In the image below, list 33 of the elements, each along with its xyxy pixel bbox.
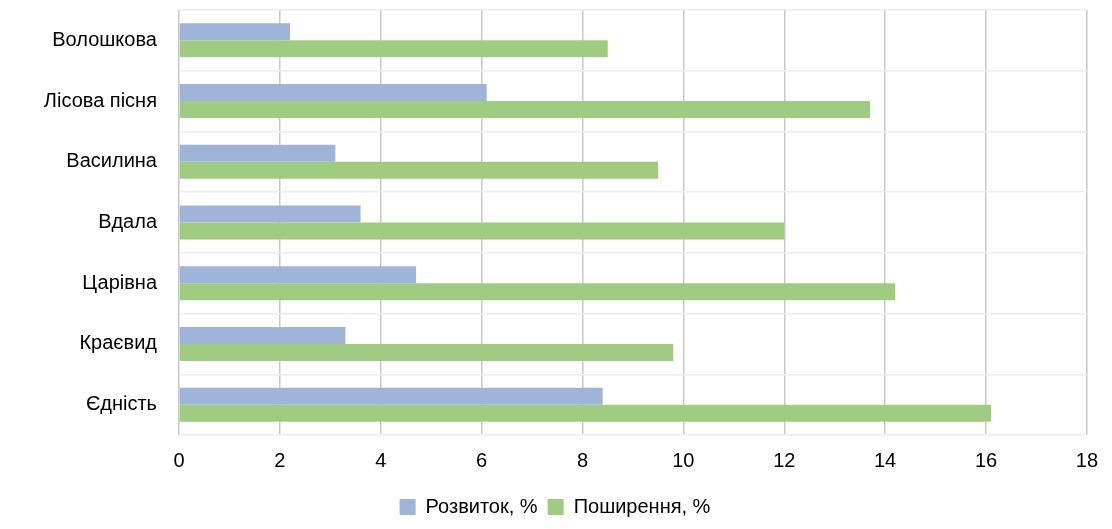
x-tick-label: 2: [274, 448, 286, 471]
x-tick-label: 16: [974, 448, 998, 471]
bar: [179, 84, 487, 102]
bar: [179, 266, 417, 284]
bar: [179, 404, 992, 422]
x-tick-label: 8: [576, 448, 589, 471]
x-tick-label: 14: [874, 448, 897, 471]
y-tick-label: Царівна: [82, 270, 158, 293]
bar: [179, 101, 870, 119]
y-tick-label: Єдність: [85, 392, 157, 415]
legend-label: Розвиток, %: [425, 494, 538, 517]
x-tick-label: 18: [1075, 448, 1098, 471]
x-tick-label: 4: [375, 448, 387, 471]
bar: [179, 387, 603, 405]
x-tick-label: 12: [773, 448, 796, 471]
bar: [179, 161, 659, 179]
y-tick-label: Краєвид: [79, 331, 158, 354]
y-tick-label: Василина: [66, 149, 158, 172]
bar: [179, 326, 346, 344]
y-tick-label: Лісова пісня: [43, 88, 157, 111]
legend-label: Поширення, %: [573, 494, 711, 517]
x-tick-label: 10: [672, 448, 695, 471]
bar: [179, 222, 785, 240]
bar: [179, 40, 608, 58]
y-tick-label: Вдала: [98, 210, 158, 233]
y-tick-label: Волошкова: [52, 27, 158, 50]
bar: [179, 23, 290, 41]
x-tick-label: 6: [476, 448, 488, 471]
bar: [179, 144, 336, 162]
bar: [179, 343, 674, 361]
bar: [179, 205, 361, 223]
x-tick-label: 0: [173, 448, 185, 471]
bar: [179, 283, 896, 301]
